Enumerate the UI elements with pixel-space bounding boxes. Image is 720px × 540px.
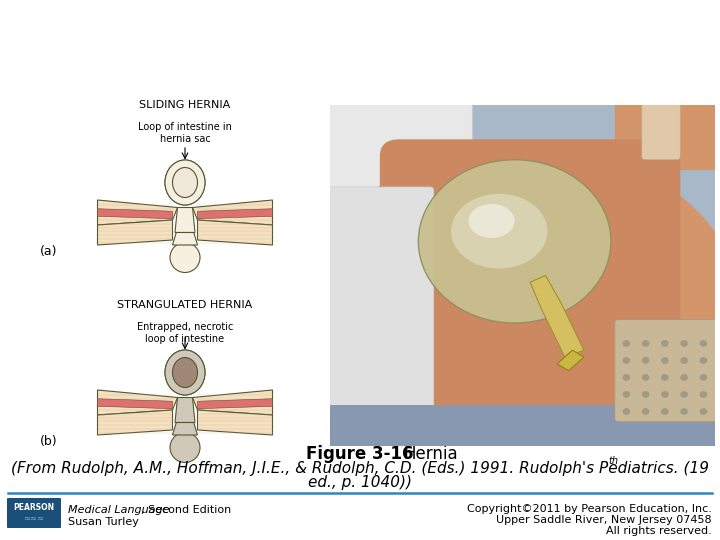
Ellipse shape bbox=[661, 374, 669, 381]
Text: , Second Edition: , Second Edition bbox=[141, 505, 231, 515]
Ellipse shape bbox=[642, 391, 649, 398]
Ellipse shape bbox=[623, 340, 630, 347]
FancyBboxPatch shape bbox=[642, 102, 680, 160]
Text: th: th bbox=[608, 456, 618, 466]
Text: Loop of intestine in
hernia sac: Loop of intestine in hernia sac bbox=[138, 122, 232, 144]
Text: All rights reserved.: All rights reserved. bbox=[606, 526, 712, 536]
Polygon shape bbox=[192, 200, 272, 225]
Ellipse shape bbox=[173, 167, 197, 198]
Text: (c): (c) bbox=[365, 433, 382, 446]
Polygon shape bbox=[97, 390, 178, 415]
FancyBboxPatch shape bbox=[7, 498, 61, 528]
Polygon shape bbox=[192, 390, 272, 415]
Ellipse shape bbox=[170, 242, 200, 273]
Ellipse shape bbox=[661, 408, 669, 415]
Polygon shape bbox=[175, 207, 195, 233]
FancyBboxPatch shape bbox=[318, 95, 472, 204]
Polygon shape bbox=[197, 220, 272, 245]
Polygon shape bbox=[197, 399, 272, 409]
Ellipse shape bbox=[680, 374, 688, 381]
Text: ed., p. 1040)): ed., p. 1040)) bbox=[308, 475, 412, 490]
Polygon shape bbox=[97, 209, 173, 219]
Polygon shape bbox=[97, 200, 178, 225]
Ellipse shape bbox=[165, 350, 205, 395]
Ellipse shape bbox=[310, 148, 720, 437]
Ellipse shape bbox=[173, 167, 197, 198]
Text: Entrapped, necrotic
loop of intestine: Entrapped, necrotic loop of intestine bbox=[137, 322, 233, 345]
Ellipse shape bbox=[642, 408, 649, 415]
Ellipse shape bbox=[173, 357, 197, 388]
Text: PEARSON: PEARSON bbox=[14, 503, 55, 512]
Ellipse shape bbox=[418, 160, 611, 323]
Ellipse shape bbox=[165, 350, 205, 395]
Ellipse shape bbox=[680, 391, 688, 398]
Polygon shape bbox=[197, 209, 272, 219]
Text: ≈≈≈: ≈≈≈ bbox=[24, 514, 45, 523]
FancyBboxPatch shape bbox=[615, 320, 720, 422]
Text: Hernia: Hernia bbox=[403, 445, 458, 463]
Ellipse shape bbox=[451, 194, 547, 268]
Ellipse shape bbox=[661, 391, 669, 398]
Polygon shape bbox=[557, 350, 584, 370]
Polygon shape bbox=[97, 220, 173, 245]
Ellipse shape bbox=[642, 340, 649, 347]
Ellipse shape bbox=[680, 340, 688, 347]
Polygon shape bbox=[175, 397, 195, 422]
Text: Medical Language: Medical Language bbox=[68, 505, 169, 515]
Text: STRANGULATED HERNIA: STRANGULATED HERNIA bbox=[117, 300, 253, 310]
Polygon shape bbox=[97, 399, 173, 409]
Text: (a): (a) bbox=[40, 245, 58, 258]
Ellipse shape bbox=[173, 357, 197, 388]
Ellipse shape bbox=[623, 408, 630, 415]
Ellipse shape bbox=[642, 374, 649, 381]
Ellipse shape bbox=[623, 374, 630, 381]
Ellipse shape bbox=[165, 160, 205, 205]
Ellipse shape bbox=[700, 357, 707, 364]
Text: Copyright©2011 by Pearson Education, Inc.: Copyright©2011 by Pearson Education, Inc… bbox=[467, 504, 712, 514]
Ellipse shape bbox=[642, 357, 649, 364]
FancyBboxPatch shape bbox=[615, 95, 720, 170]
Ellipse shape bbox=[165, 160, 205, 205]
Ellipse shape bbox=[700, 408, 707, 415]
Ellipse shape bbox=[661, 340, 669, 347]
Ellipse shape bbox=[700, 374, 707, 381]
Polygon shape bbox=[530, 275, 584, 357]
Text: (From Rudolph, A.M., Hoffman, J.I.E., & Rudolph, C.D. (Eds.) 1991. Rudolph's Ped: (From Rudolph, A.M., Hoffman, J.I.E., & … bbox=[11, 461, 709, 476]
Ellipse shape bbox=[680, 408, 688, 415]
Bar bbox=[330, 404, 715, 445]
Ellipse shape bbox=[623, 357, 630, 364]
Text: Figure 3-16: Figure 3-16 bbox=[306, 445, 414, 463]
Ellipse shape bbox=[700, 340, 707, 347]
FancyBboxPatch shape bbox=[318, 187, 433, 449]
Ellipse shape bbox=[170, 433, 200, 462]
Polygon shape bbox=[173, 422, 197, 435]
Ellipse shape bbox=[700, 391, 707, 398]
FancyBboxPatch shape bbox=[380, 139, 680, 429]
Text: Upper Saddle River, New Jersey 07458: Upper Saddle River, New Jersey 07458 bbox=[496, 515, 712, 525]
Ellipse shape bbox=[661, 357, 669, 364]
Polygon shape bbox=[197, 410, 272, 435]
Ellipse shape bbox=[623, 391, 630, 398]
Text: Susan Turley: Susan Turley bbox=[68, 517, 139, 527]
Polygon shape bbox=[97, 410, 173, 435]
Text: (b): (b) bbox=[40, 435, 58, 448]
Text: SLIDING HERNIA: SLIDING HERNIA bbox=[140, 100, 230, 110]
Polygon shape bbox=[173, 233, 197, 245]
Ellipse shape bbox=[680, 357, 688, 364]
Ellipse shape bbox=[469, 204, 515, 238]
